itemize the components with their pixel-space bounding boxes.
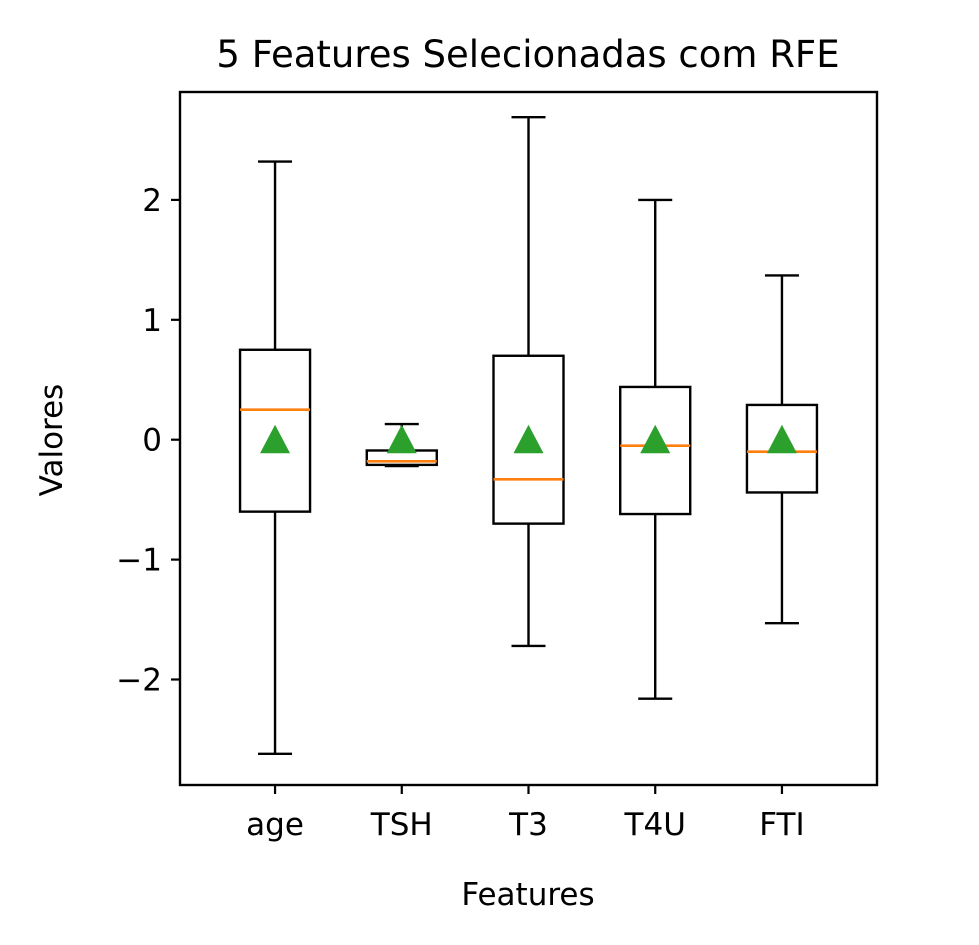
x-axis: age TSH T3 T4U FTI	[246, 785, 805, 843]
box-t4u	[619, 198, 692, 700]
x-tick-label: TSH	[370, 807, 433, 843]
y-tick-label: 1	[142, 303, 162, 339]
mean-marker	[640, 424, 671, 454]
box-fti	[745, 274, 819, 625]
x-tick-label: T3	[508, 807, 548, 843]
mean-marker	[386, 424, 417, 454]
box-age	[238, 160, 312, 756]
mean-marker	[513, 424, 544, 454]
box-t3	[492, 115, 565, 648]
x-axis-label: Features	[461, 877, 594, 913]
y-tick-label: −1	[116, 543, 162, 579]
plot-area	[238, 115, 819, 756]
y-axis-label: Valores	[34, 384, 70, 497]
y-tick-label: 0	[142, 423, 162, 459]
x-tick-label: T4U	[624, 807, 686, 843]
y-tick-label: −2	[116, 662, 162, 698]
iqr-box	[619, 385, 692, 516]
box-tsh	[365, 422, 438, 468]
y-tick-label: 2	[142, 183, 162, 219]
x-tick-label: age	[246, 807, 304, 843]
x-tick-label: FTI	[759, 807, 804, 843]
mean-marker	[766, 424, 797, 454]
y-axis: −2 −1 0 1 2	[116, 183, 180, 698]
mean-marker	[260, 424, 291, 454]
chart-title: 5 Features Selecionadas com RFE	[216, 33, 839, 76]
